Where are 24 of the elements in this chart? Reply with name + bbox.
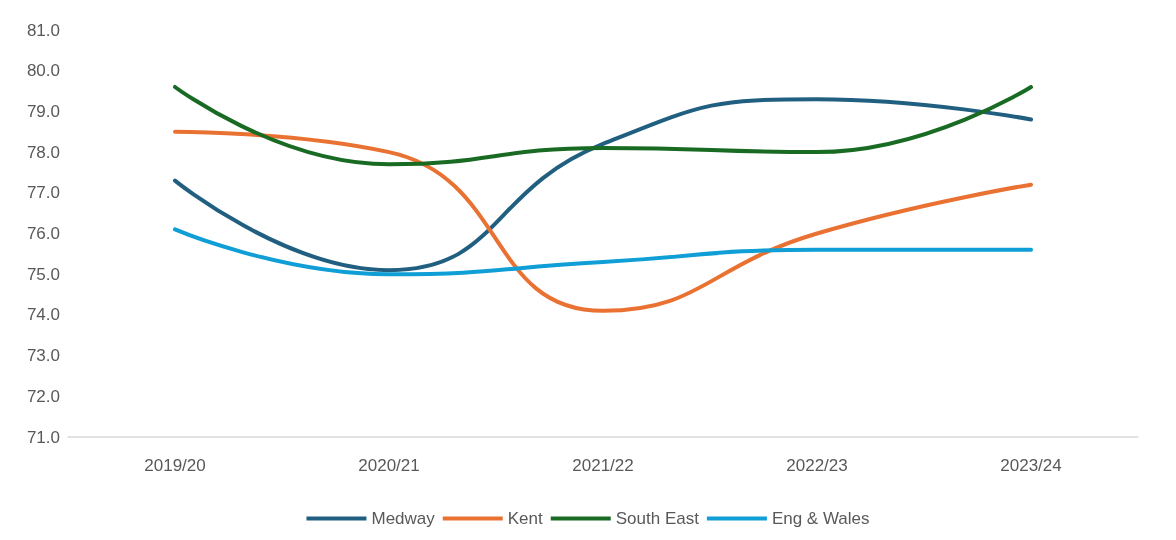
y-tick-label: 77.0 (26, 183, 60, 203)
y-tick-label: 71.0 (26, 427, 60, 447)
y-tick-label: 75.0 (26, 264, 60, 284)
x-tick-label: 2021/22 (572, 456, 634, 475)
y-tick-label: 79.0 (26, 101, 60, 121)
y-tick-label: 81.0 (26, 20, 60, 40)
legend-label: South East (615, 509, 700, 528)
line-series (173, 129, 1033, 313)
line-series (173, 97, 1033, 273)
x-tick-label: 2020/21 (358, 456, 420, 475)
legend-label: Eng & Wales (771, 509, 870, 528)
y-tick-label: 72.0 (26, 386, 60, 406)
x-tick-label: 2023/24 (1000, 456, 1062, 475)
x-tick-label: 2019/20 (144, 456, 206, 475)
y-tick-label: 73.0 (26, 346, 60, 366)
y-tick-label: 80.0 (26, 61, 60, 81)
x-tick-label: 2022/23 (786, 456, 848, 475)
line-series (173, 84, 1033, 167)
line-series (173, 227, 1033, 277)
legend-label: Medway (371, 509, 436, 528)
y-tick-label: 74.0 (26, 305, 60, 325)
y-tick-label: 78.0 (26, 142, 60, 162)
legend-label: Kent (507, 509, 544, 528)
y-tick-label: 76.0 (26, 224, 60, 243)
